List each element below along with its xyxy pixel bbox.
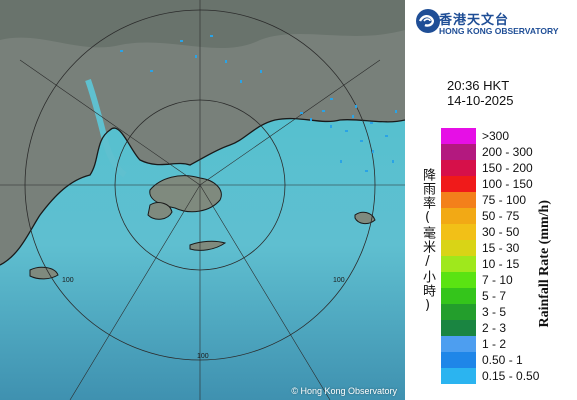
legend-swatch [441,144,476,160]
legend-row: 1 - 2 [441,336,577,352]
legend-label: 1 - 2 [482,337,507,351]
river-estuary [85,79,127,178]
info-panel: 香港天文台 HONG KONG OBSERVATORY 20:36 HKT 14… [405,0,577,400]
legend-swatch [441,208,476,224]
lantau-island [147,202,173,220]
legend-swatch [441,176,476,192]
copyright-text: © Hong Kong Observatory [291,386,397,396]
legend-swatch [441,320,476,336]
legend-row: 7 - 10 [441,272,577,288]
small-island [354,211,376,225]
legend-label: 200 - 300 [482,145,533,159]
legend-swatch [441,352,476,368]
legend-label: 50 - 75 [482,209,520,223]
legend-swatch [441,368,476,384]
legend-row: 10 - 15 [441,256,577,272]
legend-swatch [441,240,476,256]
radar-map-image: 100 100 100 [0,0,405,400]
legend-swatch [441,336,476,352]
legend-row: >300 [441,128,577,144]
legend-swatch [441,256,476,272]
legend-row: 200 - 300 [441,144,577,160]
legend-swatch [441,128,476,144]
legend-label: 5 - 7 [482,289,507,303]
legend-row: 5 - 7 [441,288,577,304]
legend-label: 30 - 50 [482,225,520,239]
legend-row: 15 - 30 [441,240,577,256]
radar-time: 20:36 HKT [447,78,510,93]
ring-label: 100 [197,353,209,360]
legend-swatch [441,304,476,320]
small-island [29,266,59,280]
legend-row: 2 - 3 [441,320,577,336]
radar-map[interactable]: 100 100 100 © Hong Kong Observatory [0,0,405,400]
legend-label: 0.15 - 0.50 [482,369,540,383]
logo-name-english: HONG KONG OBSERVATORY [439,26,559,36]
upland-area [0,0,405,49]
legend-row: 100 - 150 [441,176,577,192]
ring-label: 100 [333,277,345,284]
legend-row: 0.15 - 0.50 [441,368,577,384]
legend-row: 50 - 75 [441,208,577,224]
legend-label: 150 - 200 [482,161,533,175]
legend-label: 75 - 100 [482,193,527,207]
ring-label: 100 [62,277,74,284]
legend-label: >300 [482,129,510,143]
hko-logo[interactable]: 香港天文台 HONG KONG OBSERVATORY [415,7,575,41]
legend-row: 0.50 - 1 [441,352,577,368]
coastline [0,117,405,266]
legend-title-chinese: 降雨率(毫米/小時) [420,168,435,314]
legend-label: 10 - 15 [482,257,520,271]
legend-swatch [441,288,476,304]
radial-lines [0,0,405,400]
radar-date: 14-10-2025 [447,93,514,108]
legend-swatch [441,272,476,288]
rain-echoes [120,35,397,172]
legend-row: 75 - 100 [441,192,577,208]
legend-row: 30 - 50 [441,224,577,240]
legend-swatch [441,192,476,208]
legend-swatch [441,224,476,240]
legend-label: 7 - 10 [482,273,513,287]
legend-label: 2 - 3 [482,321,507,335]
legend-label: 0.50 - 1 [482,353,523,367]
legend-row: 3 - 5 [441,304,577,320]
small-island [189,240,227,251]
legend-title-english: Rainfall Rate (mm/h) [537,200,552,328]
legend-label: 3 - 5 [482,305,507,319]
hko-logo-icon [416,9,440,33]
logo-name-chinese: 香港天文台 [439,13,510,28]
legend-swatch [441,160,476,176]
legend-row: 150 - 200 [441,160,577,176]
rainfall-legend: >300 200 - 300 150 - 200 100 - 150 75 - 100 5… [441,128,577,384]
legend-label: 100 - 150 [482,177,533,191]
legend-label: 15 - 30 [482,241,520,255]
